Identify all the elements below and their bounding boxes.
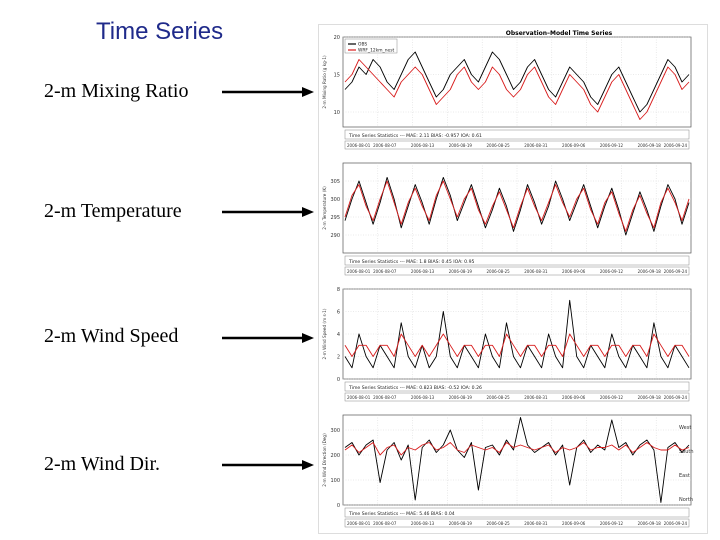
x-tick-label-temperature: 2006-08-19 <box>449 269 473 274</box>
stats-text-mixing-ratio: Time Series Statistics --- MAE: 2.11 BIA… <box>348 133 482 139</box>
legend-entry-1: WRF_12km_nest <box>358 48 394 54</box>
legend-entry-0: OBS <box>358 42 367 48</box>
x-tick-label-temperature: 2006-08-01 <box>347 269 371 274</box>
row-label-wind-direction: 2-m Wind Dir. <box>44 453 161 475</box>
y-tick-label-mixing-ratio: 20 <box>334 35 340 41</box>
x-tick-label-temperature: 2006-09-18 <box>638 269 662 274</box>
x-tick-label-wind-direction: 2006-08-13 <box>411 521 435 526</box>
x-tick-label-wind-direction: 2006-08-07 <box>373 521 397 526</box>
y-tick-label-wind-speed: 2 <box>337 355 340 361</box>
stats-box-mixing-ratio <box>344 129 690 140</box>
y-tick-label-mixing-ratio: 10 <box>334 110 340 116</box>
row-label-mixing-ratio: 2-m Mixing Ratio <box>44 80 189 102</box>
x-tick-label-wind-speed: 2006-09-06 <box>562 395 586 400</box>
row-label-temperature: 2-m Temperature <box>44 200 182 222</box>
x-tick-label-mixing-ratio: 2006-09-18 <box>638 143 662 148</box>
x-tick-label-wind-speed: 2006-08-01 <box>347 395 371 400</box>
x-tick-label-mixing-ratio: 2006-08-07 <box>373 143 397 148</box>
x-tick-label-temperature: 2006-08-25 <box>486 269 510 274</box>
date-strip-wind-speed <box>344 392 690 402</box>
y-tick-label-wind-direction: 300 <box>330 428 340 434</box>
x-tick-label-wind-direction: 2006-09-18 <box>638 521 662 526</box>
x-tick-label-wind-direction: 2006-08-19 <box>449 521 473 526</box>
y-tick-label-wind-speed: 4 <box>337 332 340 338</box>
y-tick-label-wind-direction: 100 <box>330 478 340 484</box>
x-tick-label-mixing-ratio: 2006-09-24 <box>664 143 688 148</box>
x-tick-label-temperature: 2006-09-24 <box>664 269 688 274</box>
series-line-obs-temperature <box>344 176 690 236</box>
legend-box <box>344 38 398 54</box>
row-label-wind-speed: 2-m Wind Speed <box>44 325 179 347</box>
stats-box-wind-speed <box>344 381 690 392</box>
x-tick-label-temperature: 2006-08-31 <box>524 269 548 274</box>
stats-text-wind-direction: Time Series Statistics --- MAE: 5.46 BIA… <box>348 511 455 517</box>
right-label-wind-direction: West <box>679 425 691 431</box>
x-tick-label-wind-speed: 2006-08-31 <box>524 395 548 400</box>
x-tick-label-mixing-ratio: 2006-09-12 <box>600 143 624 148</box>
y-tick-label-wind-speed: 6 <box>337 310 340 316</box>
x-tick-label-temperature: 2006-09-12 <box>600 269 624 274</box>
series-line-obs-mixing-ratio <box>344 51 690 113</box>
x-tick-label-wind-direction: 2006-08-01 <box>347 521 371 526</box>
y-tick-label-wind-direction: 0 <box>337 503 340 509</box>
y-axis-label-mixing-ratio: 2-m Mixing Ratio (g kg-1) <box>322 55 327 109</box>
x-tick-label-wind-speed: 2006-09-18 <box>638 395 662 400</box>
arrow-wind-speed <box>222 333 314 343</box>
x-tick-label-wind-direction: 2006-09-24 <box>664 521 688 526</box>
right-label-wind-direction: North <box>679 497 693 503</box>
x-tick-label-mixing-ratio: 2006-08-31 <box>524 143 548 148</box>
x-tick-label-mixing-ratio: 2006-08-25 <box>486 143 510 148</box>
x-tick-label-wind-direction: 2006-09-06 <box>562 521 586 526</box>
y-tick-label-temperature: 295 <box>330 215 340 221</box>
x-tick-label-wind-direction: 2006-09-12 <box>600 521 624 526</box>
y-tick-label-wind-direction: 200 <box>330 453 340 459</box>
y-tick-label-temperature: 305 <box>330 179 340 185</box>
right-label-wind-direction: East <box>679 473 690 479</box>
x-tick-label-temperature: 2006-08-07 <box>373 269 397 274</box>
y-tick-label-temperature: 290 <box>330 233 340 239</box>
slide-title: Time Series <box>96 18 224 45</box>
stats-box-wind-direction <box>344 507 690 518</box>
figure-title: Observation–Model Time Series <box>506 30 613 37</box>
x-tick-label-wind-speed: 2006-09-24 <box>664 395 688 400</box>
right-label-wind-direction: South <box>679 449 694 455</box>
y-tick-label-temperature: 300 <box>330 197 340 203</box>
x-tick-label-temperature: 2006-09-06 <box>562 269 586 274</box>
y-tick-label-wind-speed: 0 <box>337 377 340 383</box>
y-tick-label-wind-speed: 8 <box>337 287 340 293</box>
stats-text-wind-speed: Time Series Statistics --- MAE: 0.823 BI… <box>348 385 482 391</box>
arrow-wind-direction <box>222 460 314 470</box>
date-strip-temperature <box>344 266 690 276</box>
series-line-obs-wind-speed <box>344 299 690 369</box>
x-tick-label-wind-speed: 2006-08-19 <box>449 395 473 400</box>
date-strip-mixing-ratio <box>344 140 690 150</box>
y-axis-label-wind-direction: 2-m Wind Direction (Deg) <box>322 433 327 487</box>
series-line-obs-wind-direction <box>344 417 690 503</box>
x-tick-label-temperature: 2006-08-13 <box>411 269 435 274</box>
x-tick-label-mixing-ratio: 2006-08-13 <box>411 143 435 148</box>
y-axis-label-wind-speed: 2-m Wind Speed (m s-1) <box>322 308 327 359</box>
series-line-model-mixing-ratio <box>344 59 690 120</box>
x-tick-label-mixing-ratio: 2006-08-19 <box>449 143 473 148</box>
x-tick-label-mixing-ratio: 2006-08-01 <box>347 143 371 148</box>
series-line-model-temperature <box>344 180 690 232</box>
x-tick-label-mixing-ratio: 2006-09-06 <box>562 143 586 148</box>
x-tick-label-wind-speed: 2006-09-12 <box>600 395 624 400</box>
time-series-figure: Observation–Model Time Series 20 15 10 2-m M… <box>318 24 708 534</box>
stats-text-temperature: Time Series Statistics --- MAE: 1.8 BIAS… <box>348 259 474 265</box>
arrow-temperature <box>222 207 314 217</box>
stats-box-temperature <box>344 255 690 266</box>
x-tick-label-wind-speed: 2006-08-13 <box>411 395 435 400</box>
series-line-model-wind-speed <box>344 333 690 357</box>
date-strip-wind-direction <box>344 518 690 528</box>
y-tick-label-mixing-ratio: 15 <box>334 73 340 79</box>
y-axis-label-temperature: 2-m Temperature (K) <box>322 186 327 230</box>
series-line-model-wind-direction <box>344 442 690 456</box>
x-tick-label-wind-direction: 2006-08-31 <box>524 521 548 526</box>
arrow-mixing-ratio <box>222 87 314 97</box>
x-tick-label-wind-speed: 2006-08-07 <box>373 395 397 400</box>
x-tick-label-wind-speed: 2006-08-25 <box>486 395 510 400</box>
x-tick-label-wind-direction: 2006-08-25 <box>486 521 510 526</box>
